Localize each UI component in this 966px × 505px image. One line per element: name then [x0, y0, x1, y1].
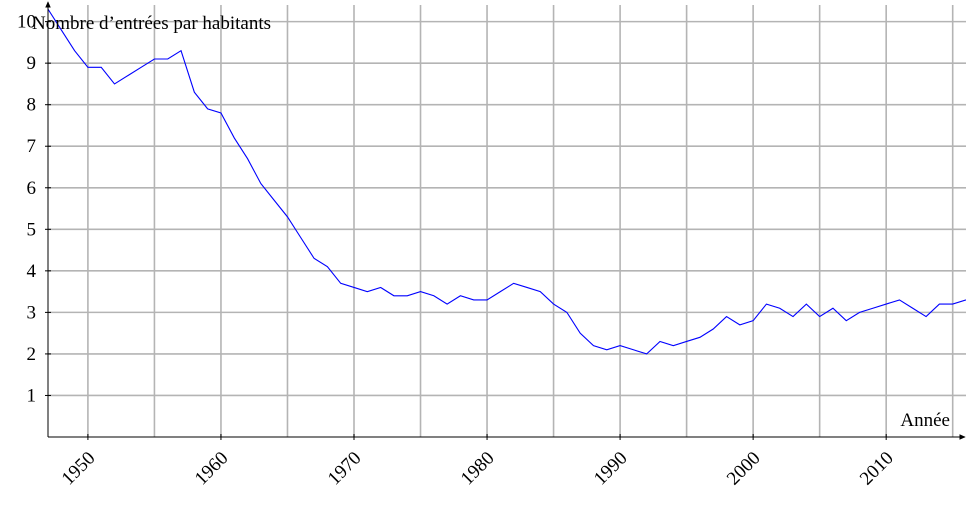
- plot-area: [48, 8, 966, 355]
- x-tick-label: 2000: [723, 448, 765, 490]
- data-line: [48, 8, 966, 355]
- x-axis-label: Année: [900, 410, 950, 431]
- y-tick-label: 9: [27, 53, 37, 74]
- grid: [48, 5, 966, 437]
- y-tick-label: 8: [27, 95, 37, 116]
- x-tick-label: 1960: [191, 448, 233, 490]
- axes: 1 2 3 4 5 6 7 8 9 10 1950 1960 1970 1980 1990 2000 2010: [17, 1, 966, 490]
- x-tick-label: 1970: [324, 448, 366, 490]
- y-tick-label: 6: [27, 178, 37, 199]
- y-tick-label: 10: [17, 12, 36, 33]
- y-tick-label: 4: [27, 261, 37, 282]
- x-tick-label: 1950: [58, 448, 100, 490]
- y-tick-label: 7: [27, 136, 37, 157]
- y-tick-label: 5: [27, 219, 37, 240]
- y-axis-label: Nombre d’entrées par habitants: [32, 13, 271, 34]
- y-tick-label: 3: [27, 302, 37, 323]
- y-tick-label: 2: [27, 344, 37, 365]
- x-tick-label: 1990: [590, 448, 632, 490]
- x-tick-label: 2010: [856, 448, 898, 490]
- x-tick-label: 1980: [457, 448, 499, 490]
- y-tick-label: 1: [27, 385, 37, 406]
